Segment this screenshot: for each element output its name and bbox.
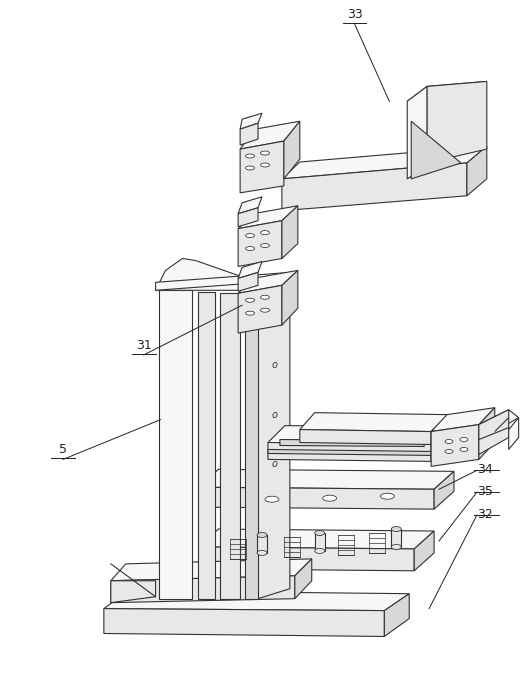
- Polygon shape: [200, 487, 434, 509]
- Polygon shape: [238, 207, 258, 227]
- Polygon shape: [198, 292, 215, 599]
- Polygon shape: [240, 113, 262, 129]
- Text: 34: 34: [477, 463, 493, 476]
- Polygon shape: [431, 425, 479, 466]
- Polygon shape: [155, 272, 290, 290]
- Ellipse shape: [323, 496, 337, 501]
- Polygon shape: [427, 81, 487, 163]
- Polygon shape: [282, 206, 298, 258]
- Ellipse shape: [460, 438, 468, 441]
- Polygon shape: [238, 197, 262, 214]
- Ellipse shape: [392, 527, 401, 532]
- Polygon shape: [300, 429, 431, 445]
- Polygon shape: [509, 418, 519, 450]
- Polygon shape: [431, 408, 495, 432]
- Polygon shape: [200, 529, 434, 549]
- Polygon shape: [384, 594, 409, 636]
- Polygon shape: [258, 280, 290, 599]
- Ellipse shape: [246, 166, 255, 170]
- Polygon shape: [392, 529, 401, 547]
- Polygon shape: [240, 121, 300, 149]
- Ellipse shape: [246, 234, 255, 237]
- Polygon shape: [238, 271, 298, 293]
- Polygon shape: [407, 86, 427, 179]
- Polygon shape: [282, 163, 467, 211]
- Polygon shape: [467, 146, 487, 196]
- Ellipse shape: [380, 493, 394, 499]
- Polygon shape: [284, 121, 300, 179]
- Polygon shape: [238, 262, 262, 278]
- Ellipse shape: [246, 311, 255, 315]
- Ellipse shape: [260, 151, 269, 155]
- Polygon shape: [240, 123, 258, 145]
- Ellipse shape: [392, 544, 401, 549]
- Polygon shape: [155, 258, 290, 290]
- Text: 35: 35: [477, 484, 493, 498]
- Text: 32: 32: [477, 507, 493, 521]
- Polygon shape: [238, 272, 258, 292]
- Ellipse shape: [315, 530, 325, 535]
- Polygon shape: [240, 141, 284, 193]
- Text: 33: 33: [347, 8, 363, 21]
- Polygon shape: [238, 285, 282, 333]
- Polygon shape: [282, 271, 298, 325]
- Polygon shape: [268, 425, 449, 445]
- Ellipse shape: [257, 532, 267, 537]
- Ellipse shape: [260, 163, 269, 167]
- Polygon shape: [220, 293, 240, 599]
- Polygon shape: [431, 427, 449, 461]
- Polygon shape: [268, 443, 431, 461]
- Polygon shape: [238, 221, 282, 267]
- Polygon shape: [104, 591, 409, 610]
- Ellipse shape: [260, 308, 269, 313]
- Text: o: o: [272, 360, 278, 370]
- Text: 31: 31: [136, 339, 151, 352]
- Polygon shape: [295, 559, 312, 599]
- Polygon shape: [200, 547, 414, 571]
- Ellipse shape: [445, 439, 453, 443]
- Ellipse shape: [246, 246, 255, 251]
- Polygon shape: [200, 469, 454, 489]
- Polygon shape: [159, 290, 192, 599]
- Polygon shape: [407, 81, 487, 102]
- Ellipse shape: [246, 154, 255, 158]
- Ellipse shape: [260, 295, 269, 299]
- Ellipse shape: [246, 299, 255, 302]
- Polygon shape: [257, 535, 267, 553]
- Polygon shape: [411, 121, 461, 179]
- Polygon shape: [280, 439, 424, 446]
- Text: 5: 5: [59, 443, 67, 457]
- Polygon shape: [111, 576, 295, 603]
- Ellipse shape: [257, 551, 267, 555]
- Polygon shape: [282, 146, 487, 179]
- Polygon shape: [300, 413, 449, 432]
- Polygon shape: [315, 533, 325, 551]
- Polygon shape: [111, 559, 312, 580]
- Ellipse shape: [460, 448, 468, 452]
- Ellipse shape: [260, 244, 269, 248]
- Polygon shape: [479, 410, 519, 432]
- Polygon shape: [495, 418, 509, 432]
- Polygon shape: [111, 580, 155, 603]
- Polygon shape: [268, 450, 431, 455]
- Ellipse shape: [265, 496, 279, 503]
- Ellipse shape: [260, 230, 269, 235]
- Polygon shape: [434, 471, 454, 509]
- Polygon shape: [238, 206, 298, 228]
- Ellipse shape: [445, 450, 453, 453]
- Polygon shape: [431, 415, 449, 445]
- Text: o: o: [272, 410, 278, 420]
- Polygon shape: [414, 531, 434, 571]
- Polygon shape: [479, 408, 495, 459]
- Polygon shape: [104, 608, 384, 636]
- Polygon shape: [479, 410, 509, 454]
- Ellipse shape: [315, 548, 325, 553]
- Polygon shape: [245, 294, 258, 599]
- Text: o: o: [272, 459, 278, 469]
